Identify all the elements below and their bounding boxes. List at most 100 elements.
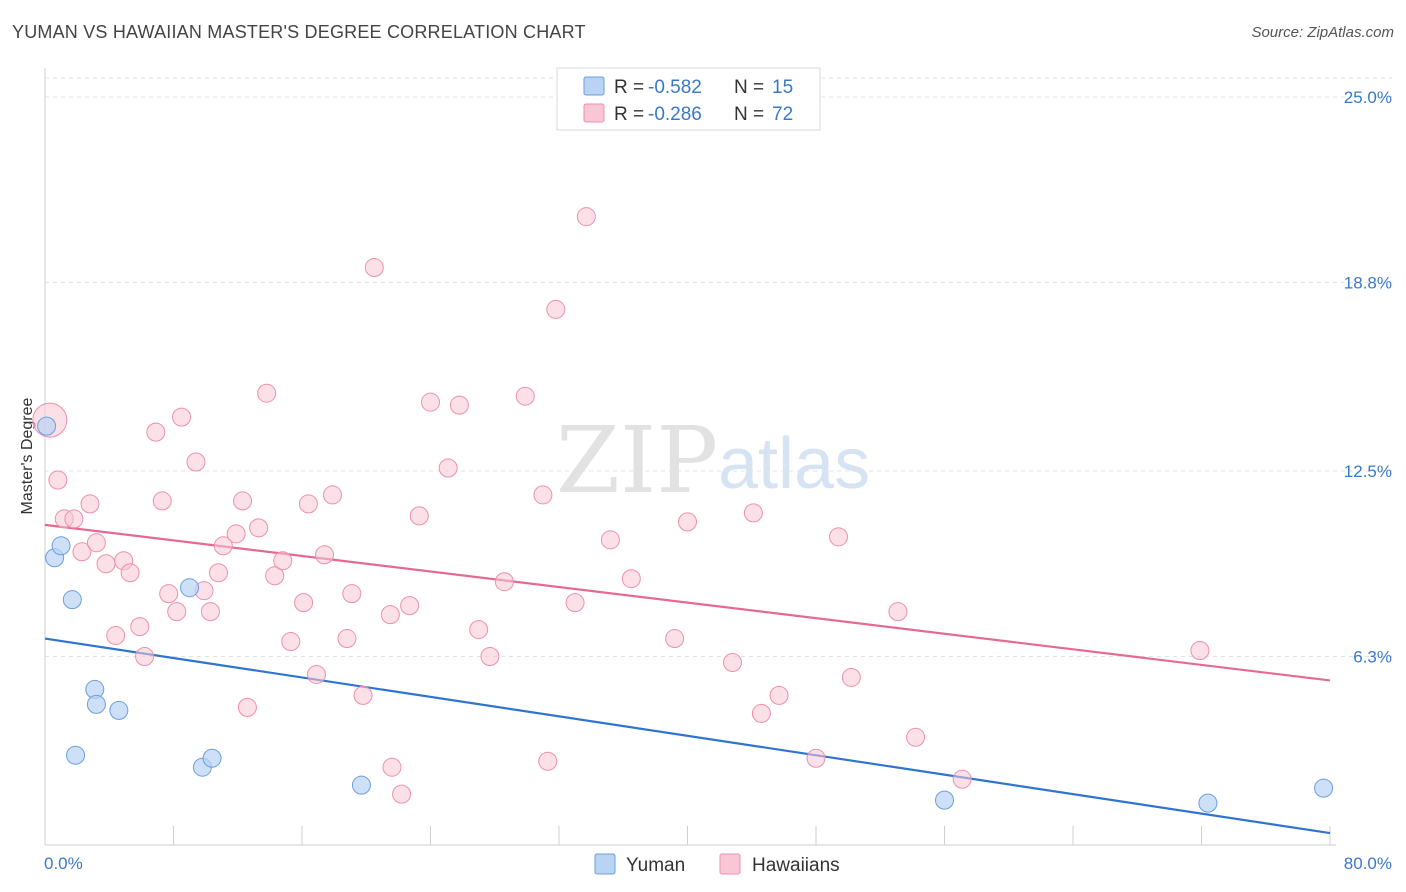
- trendlines: [44, 523, 1331, 835]
- legend-n-label-yuman: N =: [734, 77, 764, 98]
- point-hawaiians: [314, 545, 334, 565]
- point-hawaiians: [828, 527, 848, 547]
- point-hawaiians: [48, 470, 68, 490]
- point-hawaiians: [342, 584, 362, 604]
- series-yuman: [37, 416, 1334, 813]
- point-hawaiians: [130, 617, 150, 637]
- point-hawaiians: [233, 491, 253, 511]
- y-tick-labels: 6.3% 12.5% 18.8% 25.0%: [1344, 88, 1392, 667]
- point-hawaiians: [86, 533, 106, 553]
- point-hawaiians: [237, 697, 257, 717]
- y-tick-label: 18.8%: [1344, 274, 1392, 293]
- point-hawaiians: [600, 530, 620, 550]
- point-hawaiians: [249, 518, 269, 538]
- point-hawaiians: [469, 620, 489, 640]
- point-yuman: [1198, 793, 1218, 813]
- legend-swatch-hawaiians: [583, 103, 605, 123]
- point-hawaiians: [120, 563, 140, 583]
- point-hawaiians: [565, 593, 585, 613]
- point-hawaiians: [380, 605, 400, 625]
- legend-r-value-hawaiians: -0.286: [648, 104, 702, 125]
- legend-n-value-hawaiians: 72: [772, 104, 793, 125]
- point-hawaiians: [400, 596, 420, 616]
- point-hawaiians: [298, 494, 318, 514]
- point-yuman: [202, 748, 222, 768]
- point-hawaiians: [392, 784, 412, 804]
- point-hawaiians: [106, 626, 126, 646]
- chart-title: YUMAN VS HAWAIIAN MASTER'S DEGREE CORREL…: [12, 22, 586, 42]
- point-yuman: [935, 790, 954, 810]
- point-hawaiians: [80, 494, 100, 514]
- point-yuman: [86, 694, 106, 714]
- point-yuman: [351, 775, 371, 795]
- y-tick-label: 25.0%: [1344, 88, 1392, 107]
- axes: [44, 68, 1336, 846]
- watermark-atlas: atlas: [718, 424, 870, 504]
- point-hawaiians: [665, 629, 685, 649]
- point-hawaiians: [421, 392, 440, 412]
- point-hawaiians: [841, 667, 861, 687]
- trendline-hawaiians: [44, 523, 1331, 682]
- point-hawaiians: [200, 602, 220, 622]
- x-tick-label-min: 0.0%: [44, 854, 83, 873]
- point-hawaiians: [135, 647, 155, 667]
- point-hawaiians: [538, 751, 558, 771]
- point-hawaiians: [1190, 641, 1210, 661]
- y-axis-title: Master's Degree: [19, 397, 36, 514]
- bottom-legend-label-yuman: Yuman: [626, 855, 685, 876]
- point-yuman: [37, 416, 57, 436]
- point-hawaiians: [306, 664, 326, 684]
- point-hawaiians: [952, 769, 972, 789]
- point-hawaiians: [226, 524, 246, 544]
- legend-n-value-yuman: 15: [772, 77, 793, 98]
- point-hawaiians: [294, 593, 314, 613]
- point-hawaiians: [743, 503, 763, 523]
- point-hawaiians: [337, 629, 357, 649]
- point-hawaiians: [257, 383, 277, 403]
- point-yuman: [62, 590, 82, 610]
- point-hawaiians: [186, 452, 206, 472]
- point-hawaiians: [449, 395, 469, 415]
- gridlines: [45, 77, 1392, 658]
- point-hawaiians: [64, 509, 84, 529]
- point-hawaiians: [281, 632, 301, 652]
- point-hawaiians: [382, 757, 402, 777]
- point-yuman: [66, 745, 86, 765]
- legend-swatch-yuman: [583, 76, 605, 96]
- legend-n-label-hawaiians: N =: [734, 104, 764, 125]
- point-hawaiians: [273, 551, 293, 571]
- point-hawaiians: [152, 491, 172, 511]
- point-hawaiians: [172, 407, 192, 427]
- point-hawaiians: [146, 422, 166, 442]
- point-hawaiians: [546, 299, 566, 319]
- point-hawaiians: [888, 602, 908, 622]
- point-hawaiians: [353, 685, 373, 705]
- point-hawaiians: [208, 563, 228, 583]
- point-hawaiians: [515, 386, 535, 406]
- point-hawaiians: [576, 207, 596, 227]
- point-hawaiians: [364, 258, 384, 278]
- point-hawaiians: [906, 727, 926, 747]
- point-hawaiians: [621, 569, 641, 589]
- point-hawaiians: [159, 584, 179, 604]
- point-hawaiians: [323, 485, 343, 505]
- point-hawaiians: [438, 458, 458, 478]
- watermark: ZIP atlas: [556, 407, 870, 514]
- point-hawaiians: [167, 602, 187, 622]
- point-hawaiians: [494, 572, 514, 592]
- y-tick-label: 6.3%: [1353, 648, 1392, 667]
- point-hawaiians: [722, 652, 742, 672]
- point-hawaiians: [265, 566, 285, 586]
- watermark-zip: ZIP: [556, 407, 718, 514]
- point-hawaiians: [806, 748, 826, 768]
- point-hawaiians: [72, 542, 92, 562]
- point-hawaiians: [409, 506, 429, 526]
- legend-r-label-hawaiians: R =: [614, 104, 644, 125]
- y-tick-label: 12.5%: [1344, 462, 1392, 481]
- bottom-legend-swatch-hawaiians: [719, 853, 741, 875]
- legend-r-label-yuman: R =: [614, 77, 644, 98]
- bottom-legend-label-hawaiians: Hawaiians: [752, 855, 840, 876]
- point-hawaiians: [533, 485, 553, 505]
- source-credit: Source: ZipAtlas.com: [1251, 24, 1394, 41]
